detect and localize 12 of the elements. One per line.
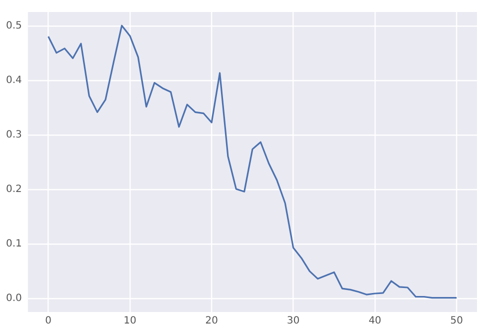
y-tick-label: 0.3 bbox=[6, 130, 22, 141]
x-tick-label: 30 bbox=[286, 316, 300, 327]
y-tick-label: 0.1 bbox=[6, 238, 22, 250]
x-tick-label: 40 bbox=[368, 316, 382, 327]
x-tick-label: 50 bbox=[450, 316, 463, 327]
y-tick-label: 0.4 bbox=[6, 75, 22, 86]
x-tick-label: 10 bbox=[124, 316, 136, 327]
x-tick-label: 20 bbox=[205, 316, 218, 327]
y-tick-label: 0.5 bbox=[6, 20, 22, 32]
x-tick-label: 0 bbox=[45, 316, 52, 327]
y-tick-label: 0.2 bbox=[6, 184, 22, 196]
y-tick-label: 0.0 bbox=[6, 292, 22, 304]
